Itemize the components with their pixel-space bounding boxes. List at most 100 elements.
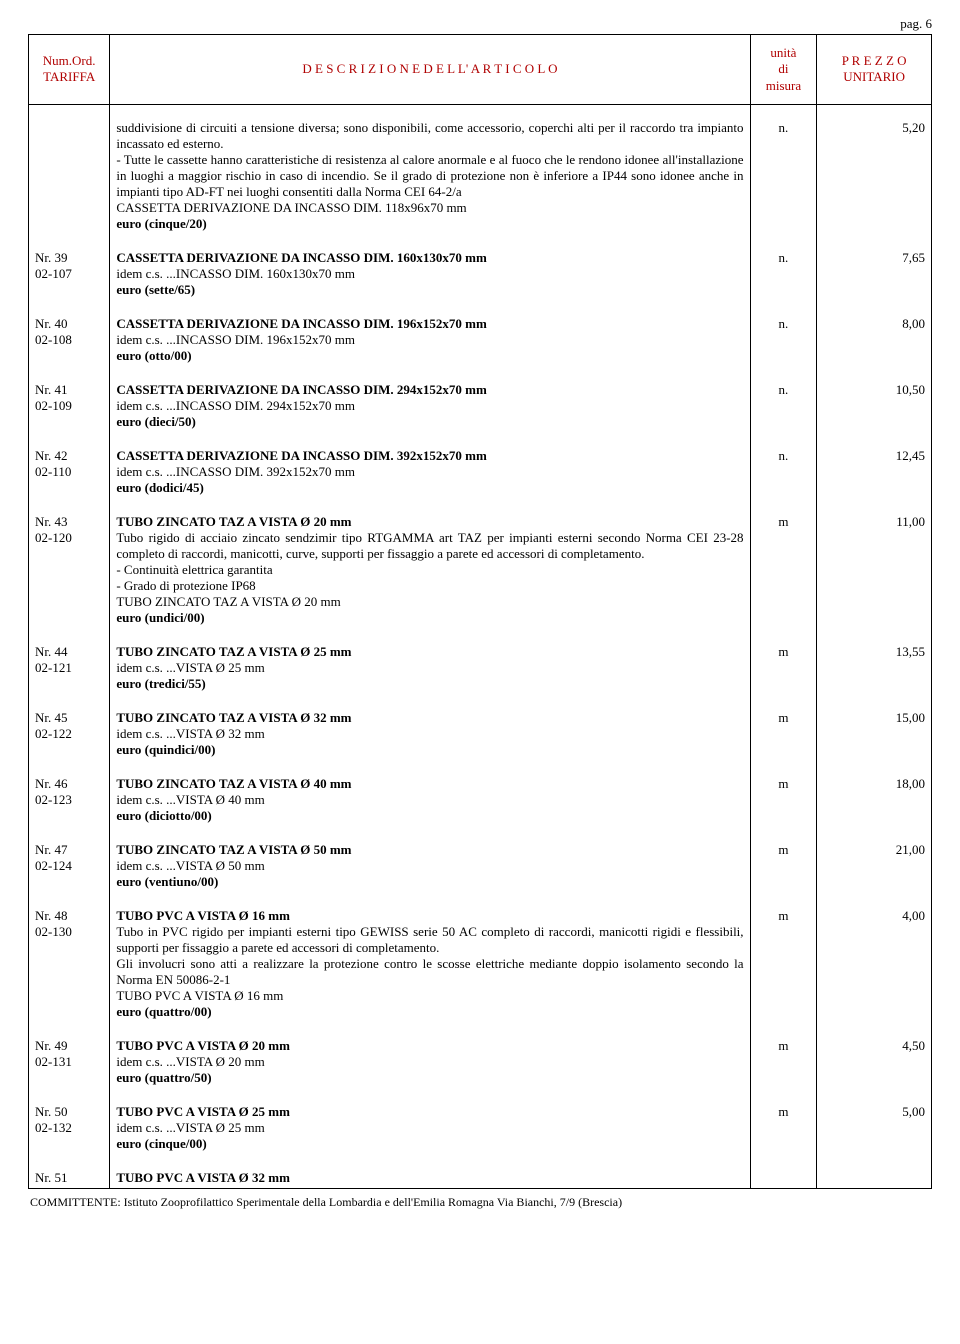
item-price: 18,00: [817, 774, 932, 826]
price-words: euro (quattro/50): [116, 1070, 211, 1085]
price-words: euro (dieci/50): [116, 414, 196, 429]
item-unit: n.: [750, 248, 817, 300]
item-unit: m: [750, 1036, 817, 1088]
item-price: 10,50: [817, 380, 932, 432]
item-description: CASSETTA DERIVAZIONE DA INCASSO DIM. 294…: [110, 380, 750, 432]
item-price: 4,00: [817, 906, 932, 1022]
header-text: misura: [755, 78, 813, 94]
price-words: euro (sette/65): [116, 282, 195, 297]
item-description: TUBO ZINCATO TAZ A VISTA Ø 50 mm idem c.…: [110, 840, 750, 892]
item-unit: m: [750, 906, 817, 1022]
item-unit: m: [750, 642, 817, 694]
item-price: 8,00: [817, 314, 932, 366]
item-title: TUBO PVC A VISTA Ø 32 mm: [116, 1170, 290, 1185]
table-row: Nr. 4302-120 TUBO ZINCATO TAZ A VISTA Ø …: [29, 512, 932, 628]
item-description: CASSETTA DERIVAZIONE DA INCASSO DIM. 196…: [110, 314, 750, 366]
item-number: Nr. 4502-122: [29, 708, 110, 760]
header-col-tariffa: Num.Ord. TARIFFA: [29, 35, 110, 105]
item-unit: m: [750, 1102, 817, 1154]
header-text: di: [755, 61, 813, 77]
item-title: CASSETTA DERIVAZIONE DA INCASSO DIM. 196…: [116, 316, 486, 331]
item-unit: n.: [750, 446, 817, 498]
price-words: euro (ventiuno/00): [116, 874, 218, 889]
item-unit: n.: [750, 118, 817, 234]
item-description: TUBO ZINCATO TAZ A VISTA Ø 25 mm idem c.…: [110, 642, 750, 694]
price-words: euro (cinque/20): [116, 216, 206, 231]
item-title: TUBO PVC A VISTA Ø 16 mm: [116, 908, 290, 923]
item-unit: m: [750, 774, 817, 826]
table-row: Nr. 3902-107 CASSETTA DERIVAZIONE DA INC…: [29, 248, 932, 300]
item-number: Nr. 3902-107: [29, 248, 110, 300]
item-description: TUBO PVC A VISTA Ø 25 mm idem c.s. ...VI…: [110, 1102, 750, 1154]
item-number: Nr. 4102-109: [29, 380, 110, 432]
table-row: Nr. 4502-122 TUBO ZINCATO TAZ A VISTA Ø …: [29, 708, 932, 760]
price-words: euro (quattro/00): [116, 1004, 211, 1019]
item-title: TUBO ZINCATO TAZ A VISTA Ø 25 mm: [116, 644, 351, 659]
item-price: 15,00: [817, 708, 932, 760]
table-row: Nr. 4802-130 TUBO PVC A VISTA Ø 16 mm Tu…: [29, 906, 932, 1022]
item-number: Nr. 4002-108: [29, 314, 110, 366]
item-unit: n.: [750, 380, 817, 432]
price-table: Num.Ord. TARIFFA D E S C R I Z I O N E D…: [28, 34, 932, 1189]
header-col-prezzo: P R E Z Z O UNITARIO: [817, 35, 932, 105]
table-header-row: Num.Ord. TARIFFA D E S C R I Z I O N E D…: [29, 35, 932, 105]
item-description: TUBO PVC A VISTA Ø 32 mm: [110, 1168, 750, 1189]
item-title: TUBO ZINCATO TAZ A VISTA Ø 50 mm: [116, 842, 351, 857]
item-unit: n.: [750, 314, 817, 366]
item-description: TUBO PVC A VISTA Ø 20 mm idem c.s. ...VI…: [110, 1036, 750, 1088]
table-row: Nr. 4602-123 TUBO ZINCATO TAZ A VISTA Ø …: [29, 774, 932, 826]
item-price: 7,65: [817, 248, 932, 300]
item-description: CASSETTA DERIVAZIONE DA INCASSO DIM. 160…: [110, 248, 750, 300]
price-words: euro (dodici/45): [116, 480, 204, 495]
item-number: Nr. 4602-123: [29, 774, 110, 826]
header-text: Num.Ord.: [33, 53, 105, 69]
header-text: TARIFFA: [33, 69, 105, 85]
item-title: CASSETTA DERIVAZIONE DA INCASSO DIM. 160…: [116, 250, 486, 265]
table-row: Nr. 4002-108 CASSETTA DERIVAZIONE DA INC…: [29, 314, 932, 366]
item-title: TUBO PVC A VISTA Ø 25 mm: [116, 1104, 290, 1119]
item-number: Nr. 4402-121: [29, 642, 110, 694]
page-number: pag. 6: [28, 16, 932, 32]
item-description: TUBO ZINCATO TAZ A VISTA Ø 40 mm idem c.…: [110, 774, 750, 826]
table-row: Nr. 4902-131 TUBO PVC A VISTA Ø 20 mm id…: [29, 1036, 932, 1088]
item-title: TUBO ZINCATO TAZ A VISTA Ø 20 mm: [116, 514, 351, 529]
table-row: Nr. 4202-110 CASSETTA DERIVAZIONE DA INC…: [29, 446, 932, 498]
header-col-unita: unità di misura: [750, 35, 817, 105]
item-number: Nr. 4302-120: [29, 512, 110, 628]
item-unit: m: [750, 840, 817, 892]
item-number: Nr. 5002-132: [29, 1102, 110, 1154]
price-words: euro (otto/00): [116, 348, 191, 363]
table-row: Nr. 4402-121 TUBO ZINCATO TAZ A VISTA Ø …: [29, 642, 932, 694]
item-price: 5,00: [817, 1102, 932, 1154]
item-number: Nr. 4902-131: [29, 1036, 110, 1088]
item-price: 13,55: [817, 642, 932, 694]
table-row: Nr. 5002-132 TUBO PVC A VISTA Ø 25 mm id…: [29, 1102, 932, 1154]
table-row: Nr. 4102-109 CASSETTA DERIVAZIONE DA INC…: [29, 380, 932, 432]
item-number: Nr. 4802-130: [29, 906, 110, 1022]
table-row: Nr. 51 TUBO PVC A VISTA Ø 32 mm: [29, 1168, 932, 1189]
header-text: P R E Z Z O: [821, 53, 927, 69]
item-number: Nr. 4202-110: [29, 446, 110, 498]
item-number: Nr. 4702-124: [29, 840, 110, 892]
item-unit: m: [750, 512, 817, 628]
header-text: D E S C R I Z I O N E D E L L' A R T I C…: [302, 61, 557, 76]
item-title: TUBO ZINCATO TAZ A VISTA Ø 32 mm: [116, 710, 351, 725]
item-description: TUBO PVC A VISTA Ø 16 mm Tubo in PVC rig…: [110, 906, 750, 1022]
table-row: Nr. 4702-124 TUBO ZINCATO TAZ A VISTA Ø …: [29, 840, 932, 892]
item-price: 5,20: [817, 118, 932, 234]
price-words: euro (tredici/55): [116, 676, 205, 691]
price-words: euro (diciotto/00): [116, 808, 211, 823]
header-text: unità: [755, 45, 813, 61]
item-description: TUBO ZINCATO TAZ A VISTA Ø 20 mm Tubo ri…: [110, 512, 750, 628]
item-price: 21,00: [817, 840, 932, 892]
item-number: Nr. 51: [29, 1168, 110, 1189]
item-description: suddivisione di circuiti a tensione dive…: [110, 118, 750, 234]
price-words: euro (quindici/00): [116, 742, 215, 757]
price-words: euro (undici/00): [116, 610, 204, 625]
item-description: TUBO ZINCATO TAZ A VISTA Ø 32 mm idem c.…: [110, 708, 750, 760]
committente-footer: COMMITTENTE: Istituto Zooprofilattico Sp…: [28, 1195, 932, 1210]
header-text: UNITARIO: [821, 69, 927, 85]
header-col-descrizione: D E S C R I Z I O N E D E L L' A R T I C…: [110, 35, 750, 105]
item-title: TUBO PVC A VISTA Ø 20 mm: [116, 1038, 290, 1053]
item-unit: m: [750, 708, 817, 760]
